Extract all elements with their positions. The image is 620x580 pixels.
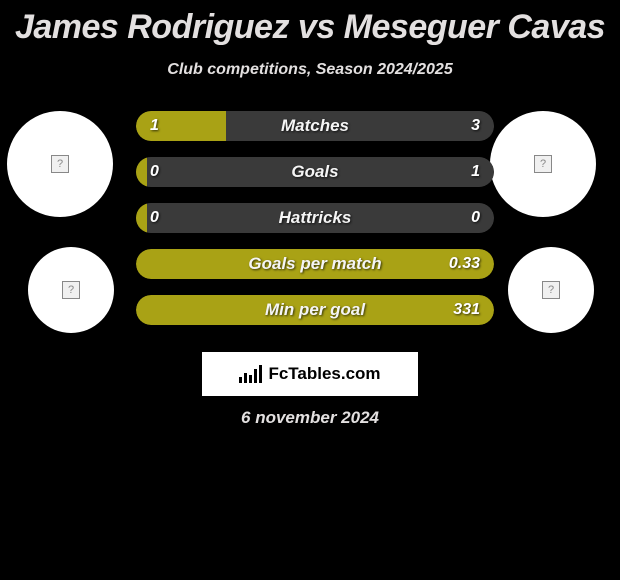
stat-label: Matches xyxy=(136,116,494,136)
stat-bar: Goals per match0.33 xyxy=(136,249,494,279)
team-right-avatar: ? xyxy=(508,247,594,333)
fctables-logo: FcTables.com xyxy=(202,352,418,396)
stat-value-right: 0 xyxy=(471,209,480,227)
stat-bar: 1Matches3 xyxy=(136,111,494,141)
stat-bar: 0Hattricks0 xyxy=(136,203,494,233)
image-placeholder-icon: ? xyxy=(534,155,552,173)
stat-value-right: 331 xyxy=(453,301,480,319)
team-left-avatar: ? xyxy=(28,247,114,333)
stat-label: Min per goal xyxy=(136,300,494,320)
stat-bar: Min per goal331 xyxy=(136,295,494,325)
comparison-date: 6 november 2024 xyxy=(0,408,620,428)
comparison-subtitle: Club competitions, Season 2024/2025 xyxy=(0,61,620,79)
comparison-content: ? ? ? ? 1Matches30Goals10Hattricks0Goals… xyxy=(0,111,620,341)
stat-bars: 1Matches30Goals10Hattricks0Goals per mat… xyxy=(136,111,494,325)
image-placeholder-icon: ? xyxy=(51,155,69,173)
stat-value-right: 1 xyxy=(471,163,480,181)
image-placeholder-icon: ? xyxy=(62,281,80,299)
stat-value-right: 0.33 xyxy=(449,255,480,273)
image-placeholder-icon: ? xyxy=(542,281,560,299)
comparison-title: James Rodriguez vs Meseguer Cavas xyxy=(0,0,620,47)
player-left-avatar: ? xyxy=(7,111,113,217)
stat-bar: 0Goals1 xyxy=(136,157,494,187)
stat-label: Goals per match xyxy=(136,254,494,274)
chart-icon xyxy=(239,365,262,383)
stat-label: Goals xyxy=(136,162,494,182)
stat-label: Hattricks xyxy=(136,208,494,228)
player-right-avatar: ? xyxy=(490,111,596,217)
logo-text: FcTables.com xyxy=(268,364,380,384)
stat-value-right: 3 xyxy=(471,117,480,135)
